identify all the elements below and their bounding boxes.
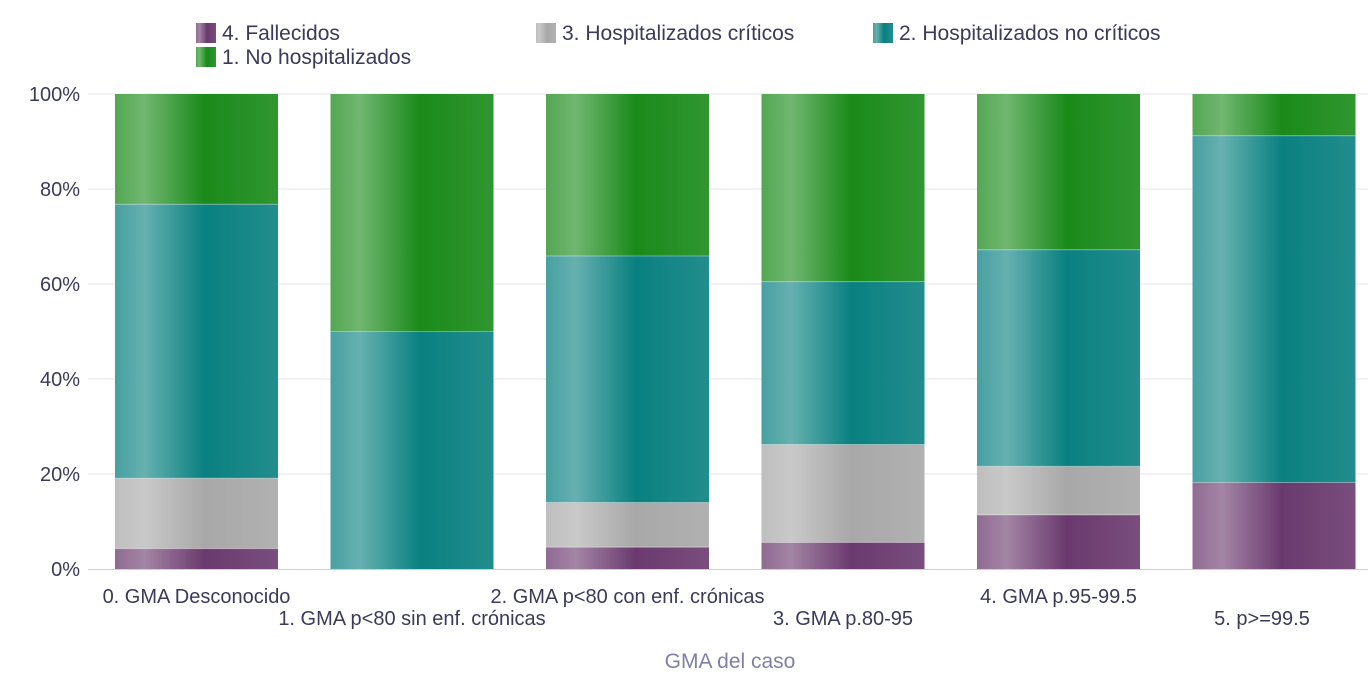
legend-label: 1. No hospitalizados bbox=[222, 46, 411, 69]
legend-swatch bbox=[873, 23, 893, 43]
bar-stack bbox=[977, 94, 1140, 569]
y-tick-label: 80% bbox=[40, 179, 80, 201]
legend-label: 4. Fallecidos bbox=[222, 22, 340, 45]
y-tick-label: 60% bbox=[40, 274, 80, 296]
bar-segment bbox=[1192, 94, 1356, 136]
legend: 4. Fallecidos 3. Hospitalizados críticos 2… bbox=[196, 22, 1160, 69]
legend-item[interactable]: 3. Hospitalizados críticos bbox=[536, 22, 794, 45]
bar-stack bbox=[1192, 94, 1356, 569]
gridlines bbox=[88, 93, 1368, 475]
y-tick-labels: 0% 20% 40% 60% 80% 100% bbox=[29, 84, 80, 581]
y-tick-label: 0% bbox=[51, 559, 80, 581]
bar-stack bbox=[330, 94, 494, 569]
bar-segment bbox=[330, 331, 494, 569]
bar-stack bbox=[761, 94, 925, 569]
bar-segment bbox=[761, 444, 925, 543]
legend-swatch bbox=[196, 23, 216, 43]
bar-segment bbox=[977, 249, 1140, 467]
bar-segment bbox=[1192, 135, 1356, 483]
bar-segment bbox=[546, 547, 709, 569]
bar-segment bbox=[761, 281, 925, 445]
bar-stack bbox=[115, 94, 278, 569]
bar-segment bbox=[1192, 482, 1356, 569]
legend-label: 2. Hospitalizados no críticos bbox=[899, 22, 1160, 45]
bar-segment bbox=[115, 548, 278, 569]
bar-stack bbox=[546, 94, 709, 569]
bar-segment bbox=[761, 542, 925, 569]
bar-segment bbox=[977, 514, 1140, 569]
legend-item[interactable]: 2. Hospitalizados no críticos bbox=[873, 22, 1160, 45]
bar-segment bbox=[546, 94, 709, 256]
x-axis-title: GMA del caso bbox=[665, 650, 796, 673]
legend-item[interactable]: 1. No hospitalizados bbox=[196, 46, 411, 69]
bars bbox=[115, 94, 1356, 569]
x-tick-label: 5. p>=99.5 bbox=[1214, 608, 1310, 630]
bar-segment bbox=[977, 466, 1140, 515]
y-tick-label: 100% bbox=[29, 84, 80, 106]
bar-segment bbox=[546, 502, 709, 548]
bar-segment bbox=[977, 94, 1140, 250]
legend-item[interactable]: 4. Fallecidos bbox=[196, 22, 340, 45]
x-tick-label: 2. GMA p<80 con enf. crónicas bbox=[490, 586, 764, 608]
x-tick-label: 0. GMA Desconocido bbox=[103, 586, 291, 608]
x-tick-label: 4. GMA p.95-99.5 bbox=[980, 586, 1137, 608]
x-tick-label: 1. GMA p<80 sin enf. crónicas bbox=[278, 608, 545, 630]
y-tick-label: 20% bbox=[40, 464, 80, 486]
bar-segment bbox=[330, 94, 494, 332]
bar-segment bbox=[546, 255, 709, 503]
bar-segment bbox=[115, 204, 278, 479]
legend-swatch bbox=[536, 23, 556, 43]
bar-segment bbox=[115, 478, 278, 549]
bar-segment bbox=[761, 94, 925, 282]
bar-segment bbox=[115, 94, 278, 205]
legend-swatch bbox=[196, 47, 216, 67]
y-tick-label: 40% bbox=[40, 369, 80, 391]
x-tick-label: 3. GMA p.80-95 bbox=[773, 608, 913, 630]
legend-label: 3. Hospitalizados críticos bbox=[562, 22, 794, 45]
